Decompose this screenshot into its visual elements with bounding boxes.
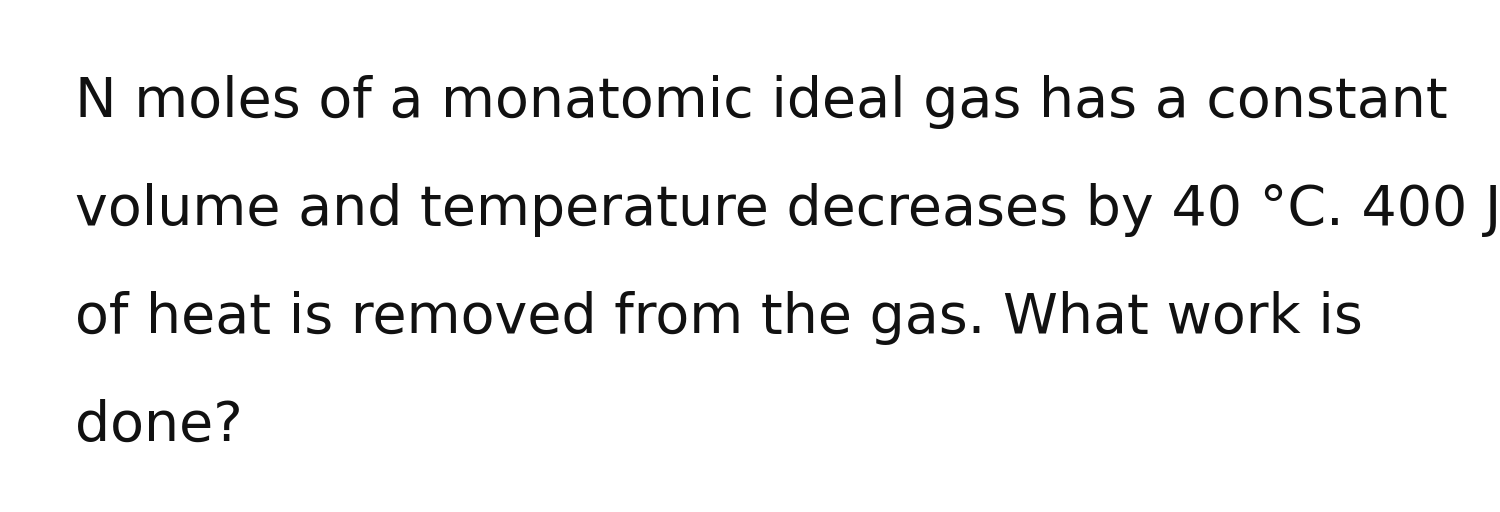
Text: of heat is removed from the gas. What work is: of heat is removed from the gas. What wo… xyxy=(75,291,1364,345)
Text: volume and temperature decreases by 40 °C. 400 J: volume and temperature decreases by 40 °… xyxy=(75,183,1500,237)
Text: N moles of a monatomic ideal gas has a constant: N moles of a monatomic ideal gas has a c… xyxy=(75,75,1448,129)
Text: done?: done? xyxy=(75,399,243,453)
